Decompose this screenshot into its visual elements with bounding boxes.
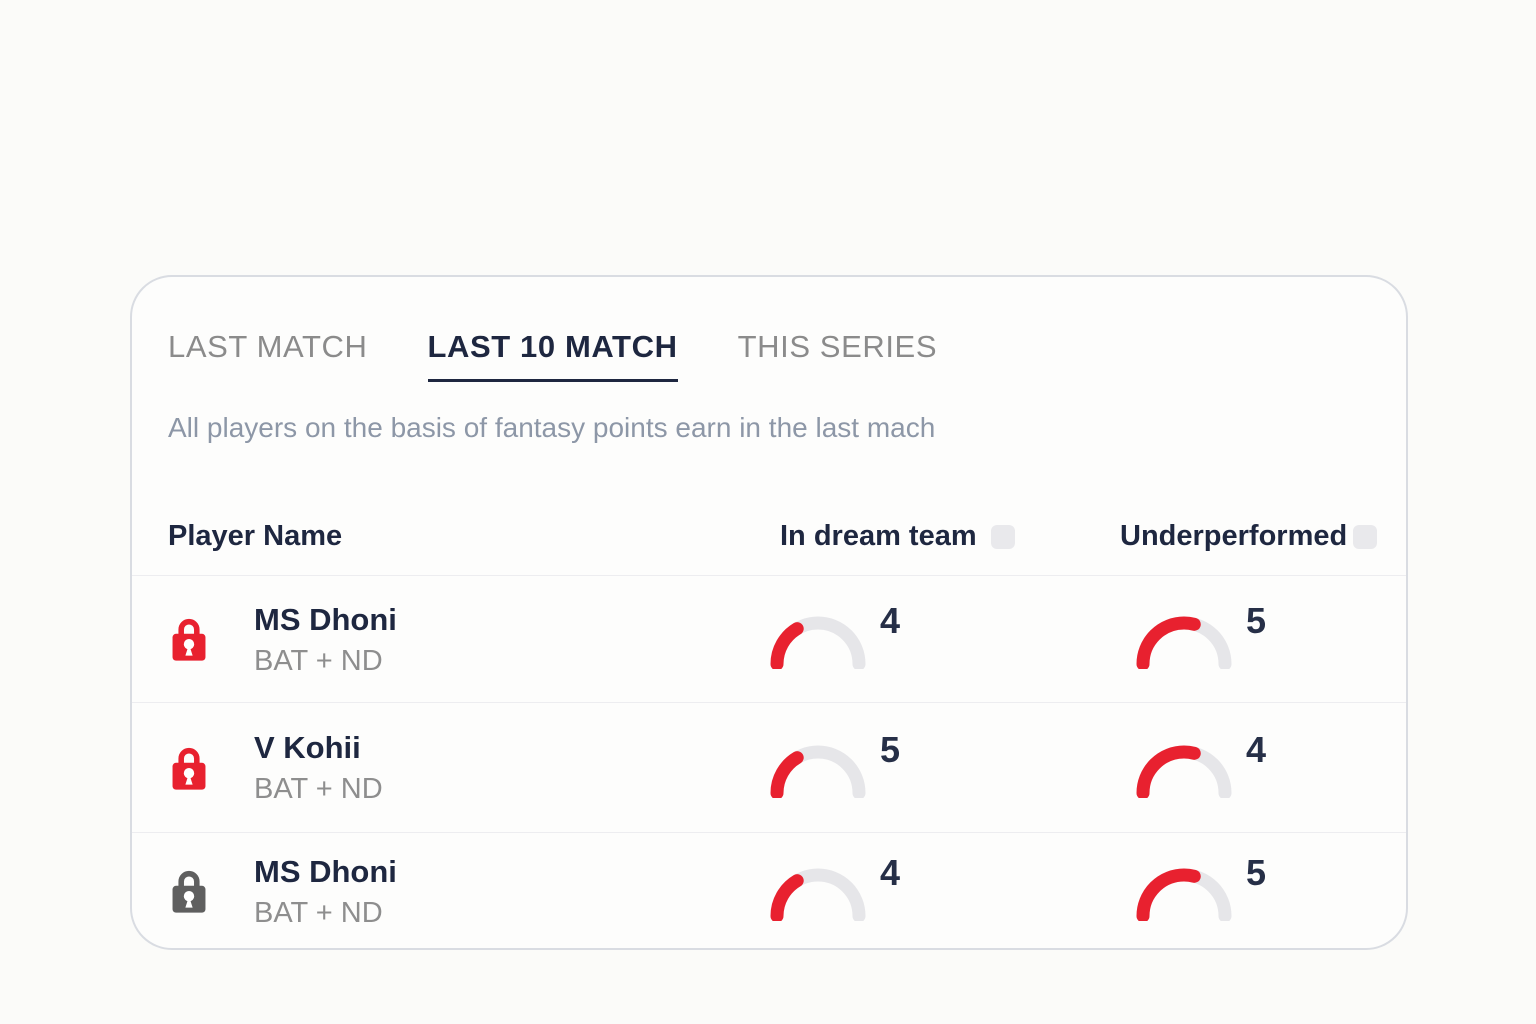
dream-team-gauge: [770, 868, 866, 921]
column-header-underperformed: Underperformed: [1120, 520, 1378, 553]
table-row[interactable]: MS Dhoni BAT + ND 4 5: [132, 575, 1406, 702]
gauge-value: 4: [880, 600, 901, 641]
player-name: V Kohii: [254, 730, 361, 765]
column-header-player-name: Player Name: [168, 520, 343, 552]
player-rows: MS Dhoni BAT + ND 4 5: [132, 575, 1406, 948]
tab-this-series[interactable]: THIS SERIES: [737, 329, 938, 364]
player-cell: V Kohii BAT + ND: [132, 731, 768, 804]
player-name: MS Dhoni: [254, 853, 397, 889]
lock-icon[interactable]: [168, 613, 210, 665]
gauge-value: 5: [1246, 600, 1267, 641]
info-icon[interactable]: [990, 524, 1015, 549]
dream-team-stat: 4: [768, 853, 1120, 921]
table-row[interactable]: V Kohii BAT + ND 5 4: [132, 702, 1406, 832]
player-stats-card: LAST MATCH LAST 10 MATCH THIS SERIES All…: [130, 275, 1408, 950]
column-header-in-dream-team: In dream team: [768, 520, 1120, 553]
player-cell: MS Dhoni BAT + ND: [132, 853, 768, 929]
underperformed-gauge: [1136, 868, 1232, 921]
dream-team-gauge: [770, 745, 866, 798]
table-row[interactable]: MS Dhoni BAT + ND 4 5: [132, 832, 1406, 948]
gauge-value: 4: [880, 852, 901, 893]
gauge-value: 5: [1246, 852, 1267, 893]
player-role: BAT + ND: [254, 773, 383, 805]
player-role: BAT + ND: [254, 896, 383, 929]
dream-team-stat: 4: [768, 601, 1120, 669]
dream-team-gauge: [770, 616, 866, 669]
tab-description: All players on the basis of fantasy poin…: [168, 412, 936, 443]
player-name: MS Dhoni: [254, 601, 397, 637]
underperformed-stat: 5: [1120, 853, 1406, 921]
underperformed-gauge: [1136, 616, 1232, 669]
lock-icon[interactable]: [168, 742, 210, 794]
tabs-bar: LAST MATCH LAST 10 MATCH THIS SERIES: [168, 329, 1370, 382]
player-role: BAT + ND: [254, 644, 383, 677]
table-header: Player Name In dream team Underperformed: [168, 520, 1378, 575]
underperformed-stat: 4: [1120, 729, 1406, 798]
underperformed-stat: 5: [1120, 601, 1406, 669]
underperformed-gauge: [1136, 745, 1232, 798]
gauge-value: 4: [1246, 728, 1267, 770]
player-cell: MS Dhoni BAT + ND: [132, 601, 768, 677]
tab-last-match[interactable]: LAST MATCH: [168, 329, 368, 364]
info-icon[interactable]: [1353, 524, 1378, 549]
lock-icon[interactable]: [168, 865, 210, 917]
tab-last-10-match[interactable]: LAST 10 MATCH: [427, 329, 678, 382]
dream-team-stat: 5: [768, 729, 1120, 798]
gauge-value: 5: [880, 728, 901, 770]
